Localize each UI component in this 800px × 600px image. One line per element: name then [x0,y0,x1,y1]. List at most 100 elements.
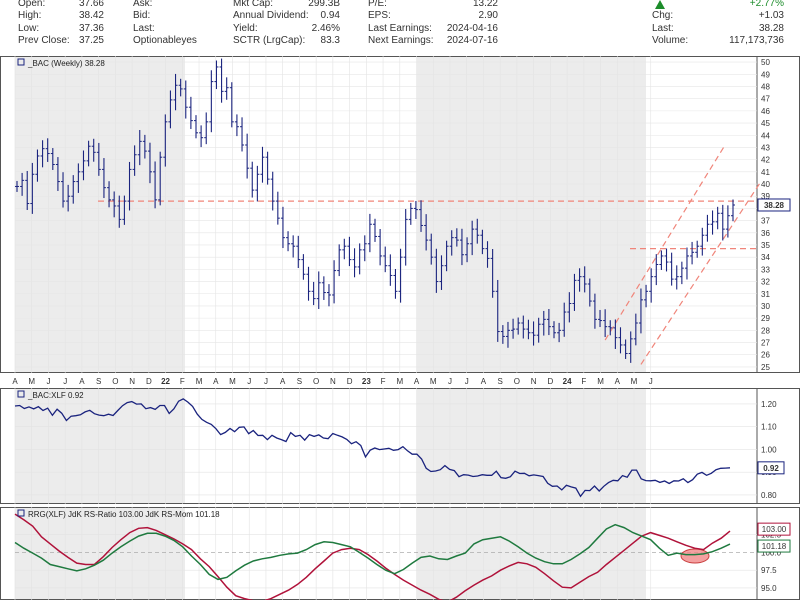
y-tick-label: 30 [761,302,770,311]
quote-value: 2.46% [311,23,340,34]
price-bar [526,319,531,340]
price-bar [413,200,418,220]
y-tick-label: 26 [761,351,770,360]
price-bar [618,327,623,354]
price-bar [562,302,567,337]
price-bar [715,206,720,230]
x-tick-label: 23 [362,377,371,386]
quote-label: Prev Close: [18,35,70,46]
price-bar [388,254,393,286]
price-bar [669,252,674,286]
y-tick-label: 34 [761,253,770,262]
price-bar [15,180,19,192]
price-bar [700,227,705,256]
price-bar [557,322,562,343]
quote-value: 83.3 [320,35,340,46]
y-tick-label: 41 [761,168,770,177]
y-tick-label: 43 [761,143,770,152]
highlight-marker [680,548,710,564]
price-bar [255,165,260,202]
price-bar [684,247,689,280]
price-bar [127,161,132,211]
x-tick-label: A [481,377,487,386]
price-bar [720,204,725,241]
price-bar [546,308,551,336]
price-bar [439,255,444,290]
y-tick-label: 1.10 [761,423,777,432]
y-tick-label: 42 [761,156,770,165]
quote-header: Open: 37.66 High: 38.42 Low: 37.36 Prev Close:… [0,0,800,52]
y-tick-label: 32 [761,278,770,287]
price-bar [265,151,270,185]
quote-value: 117,173,736 [729,35,784,46]
price-bar [362,235,367,262]
y-tick-label: 29 [761,314,770,323]
triangle-up-icon [655,0,665,9]
x-tick-label: M [597,377,604,386]
price-bar [408,202,413,225]
price-bar [280,206,285,249]
x-tick-label: A [414,377,420,386]
price-bar [209,70,214,133]
x-tick-label: N [531,377,537,386]
price-bar [61,172,66,208]
price-bar [516,317,521,335]
price-bar [603,309,608,338]
y-tick-label: 1.20 [761,400,777,409]
quote-value: 37.36 [78,23,104,34]
y-tick-label: 31 [761,290,770,299]
y-tick-label: 46 [761,107,770,116]
price-bar [633,313,638,346]
quote-value: 2024-04-16 [446,23,498,34]
y-tick-label: 36 [761,229,770,238]
price-bar [71,175,76,204]
price-bar [229,82,234,128]
quote-label: Open: [18,0,46,9]
price-bar [495,279,500,342]
last-value-label: 101.18 [762,542,787,551]
x-tick-label: J [448,377,452,386]
rs-mom-line [14,523,731,581]
price-bar [270,171,275,211]
quote-value: 299.3B [308,0,340,9]
price-bar [521,315,526,339]
price-bar [644,284,649,308]
price-bar [173,73,178,111]
x-tick-label: A [12,377,18,386]
x-tick-label: J [465,377,469,386]
price-bar [245,133,250,179]
price-bar [107,181,112,208]
series-swatch-icon [17,509,25,517]
last-value-tag [757,522,791,536]
price-bar [572,273,577,311]
year-shade [417,507,646,600]
quote-label: Optionableyes [133,35,197,46]
quote-value: 2.90 [478,10,498,21]
price-bar [485,241,490,268]
price-bar [449,230,454,256]
x-tick-label: N [129,377,135,386]
y-tick-label: 44 [761,131,770,140]
price-bar [664,248,669,272]
price-bar [654,254,659,286]
price-bar [649,268,654,303]
price-bar [567,292,572,323]
x-tick-label: A [280,377,286,386]
chart-title-relative: _BAC:XLF 0.92 [27,391,84,400]
price-bar [459,228,464,266]
price-bar [240,117,245,152]
price-bar [199,125,204,148]
price-bar [628,331,633,363]
price-bar [725,205,730,238]
quote-label: EPS: [368,10,391,21]
price-bar [536,317,541,343]
price-bar [679,261,684,285]
quote-value: 0.94 [320,10,340,21]
price-bar [260,146,265,183]
year-shade [15,388,185,504]
price-bar [25,170,30,210]
year-shade [15,507,185,600]
y-tick-label: 39 [761,192,770,201]
price-bar [337,244,342,277]
x-tick-label: N [330,377,336,386]
